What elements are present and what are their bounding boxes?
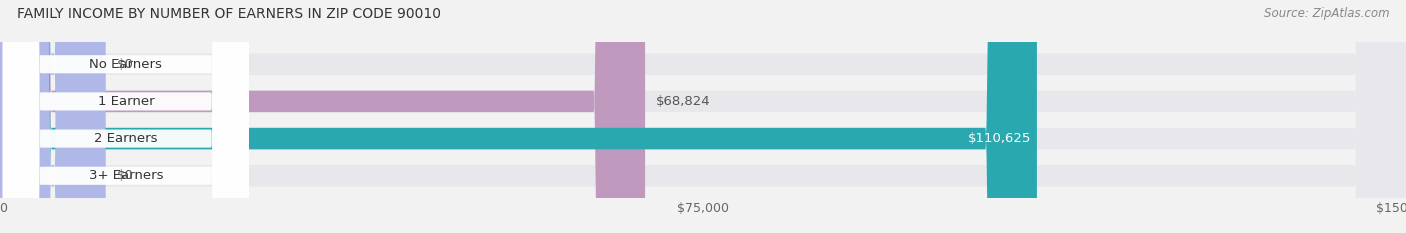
- FancyBboxPatch shape: [0, 0, 105, 233]
- Text: No Earners: No Earners: [90, 58, 162, 71]
- Text: 3+ Earners: 3+ Earners: [89, 169, 163, 182]
- Text: FAMILY INCOME BY NUMBER OF EARNERS IN ZIP CODE 90010: FAMILY INCOME BY NUMBER OF EARNERS IN ZI…: [17, 7, 441, 21]
- FancyBboxPatch shape: [3, 0, 249, 233]
- Text: $68,824: $68,824: [657, 95, 711, 108]
- Text: 2 Earners: 2 Earners: [94, 132, 157, 145]
- FancyBboxPatch shape: [0, 0, 105, 233]
- Text: Source: ZipAtlas.com: Source: ZipAtlas.com: [1264, 7, 1389, 20]
- FancyBboxPatch shape: [0, 0, 1038, 233]
- FancyBboxPatch shape: [3, 0, 249, 233]
- Text: 1 Earner: 1 Earner: [97, 95, 155, 108]
- FancyBboxPatch shape: [3, 0, 249, 233]
- Text: $110,625: $110,625: [967, 132, 1032, 145]
- FancyBboxPatch shape: [0, 0, 645, 233]
- Text: $0: $0: [117, 169, 134, 182]
- FancyBboxPatch shape: [3, 0, 249, 233]
- Text: $0: $0: [117, 58, 134, 71]
